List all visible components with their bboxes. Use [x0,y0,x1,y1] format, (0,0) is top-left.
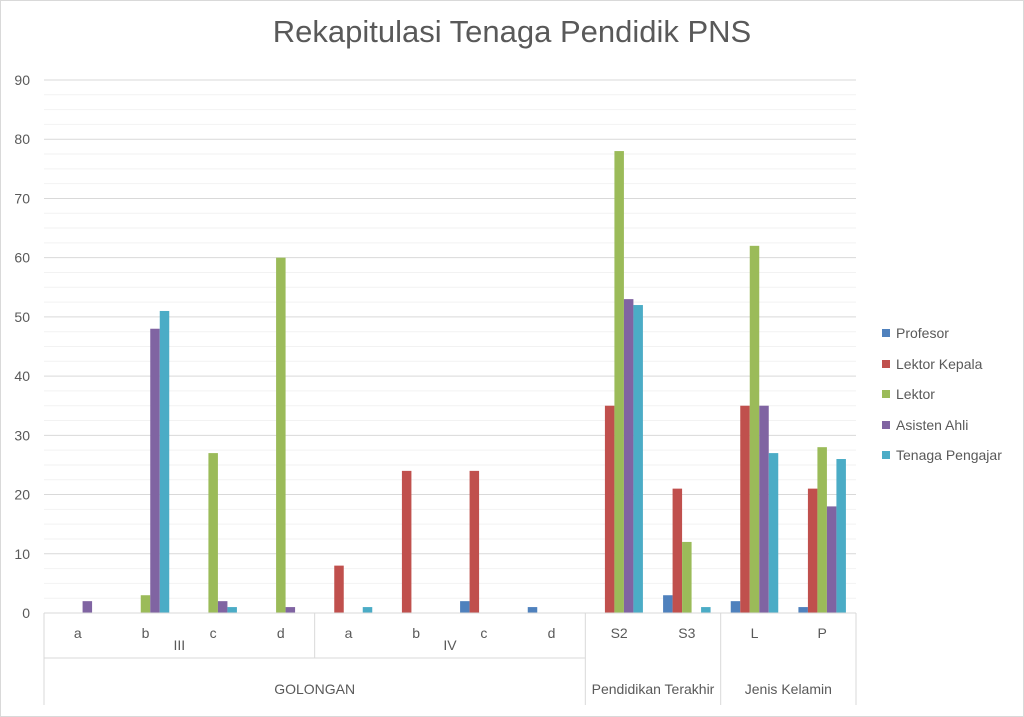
legend-item: Tenaga Pengajar [882,440,1002,471]
bar [140,595,151,613]
bar [401,470,412,613]
x-tick-label: b [412,625,420,641]
legend-swatch [882,390,890,399]
bar [836,459,846,613]
bar [150,328,160,613]
x-tick-label: a [74,625,82,641]
bar [460,601,470,613]
legend-swatch [882,420,890,429]
bar [768,453,779,613]
legend-label: Lektor Kepala [896,355,983,372]
x-tick-label: L [751,625,759,641]
group-label-level1: III [173,637,185,653]
group-label-level2: Pendidikan Terakhir [592,681,715,697]
legend-label: Lektor [896,386,935,403]
group-label-level1: IV [443,637,457,653]
x-tick-label: S3 [678,625,695,641]
bar [730,601,741,613]
legend-item: Profesor [882,318,1002,349]
bar [159,310,170,613]
x-tick-label: b [142,625,150,641]
x-tick-label: d [277,625,285,641]
legend-swatch [882,329,890,338]
legend-item: Lektor [882,379,1002,410]
legend-label: Asisten Ahli [896,416,969,433]
legend-label: Profesor [896,325,949,342]
bar [623,299,634,613]
legend-item: Lektor Kepala [882,349,1002,380]
y-tick-label: 30 [14,427,30,443]
x-tick-label: c [210,625,217,641]
bar [334,565,344,613]
bar [469,470,480,613]
bar [740,405,750,613]
bar [217,601,228,613]
y-tick-label: 20 [14,487,30,503]
bar [672,488,683,613]
bar [759,405,769,613]
bar [276,257,286,613]
legend-item: Asisten Ahli [882,410,1002,441]
group-label-level2: GOLONGAN [274,681,355,697]
y-tick-label: 60 [14,250,30,266]
bar [82,601,93,613]
x-tick-label: a [345,625,353,641]
y-tick-label: 80 [14,131,30,147]
bar [682,541,692,613]
legend-label: Tenaga Pengajar [896,447,1002,464]
y-tick-label: 0 [22,605,30,621]
y-tick-label: 50 [14,309,30,325]
bar [798,607,808,613]
bar [227,607,237,613]
bar [285,607,296,613]
y-tick-label: 10 [14,546,30,562]
bar [362,607,373,613]
bar [208,453,218,613]
y-tick-label: 90 [14,72,30,88]
bar [527,607,538,613]
x-tick-label: S2 [611,625,628,641]
bar [807,488,818,613]
bar [826,506,837,613]
bar [663,595,673,613]
x-tick-label: c [480,625,487,641]
y-tick-label: 70 [14,190,30,206]
bar [614,151,624,614]
x-tick-label: P [817,625,826,641]
chart-title: Rekapitulasi Tenaga Pendidik PNS [272,14,752,49]
x-tick-label: d [548,625,556,641]
bar [817,447,827,613]
bar [749,245,760,614]
legend-swatch [882,451,890,460]
bar [604,405,615,613]
chart-legend: Profesor Lektor Kepala Lektor Asisten Ahli T… [882,318,1002,471]
group-label-level2: Jenis Kelamin [745,681,832,697]
legend-swatch [882,359,890,368]
y-tick-label: 40 [14,368,30,384]
bar [701,607,711,613]
bar [633,305,643,613]
